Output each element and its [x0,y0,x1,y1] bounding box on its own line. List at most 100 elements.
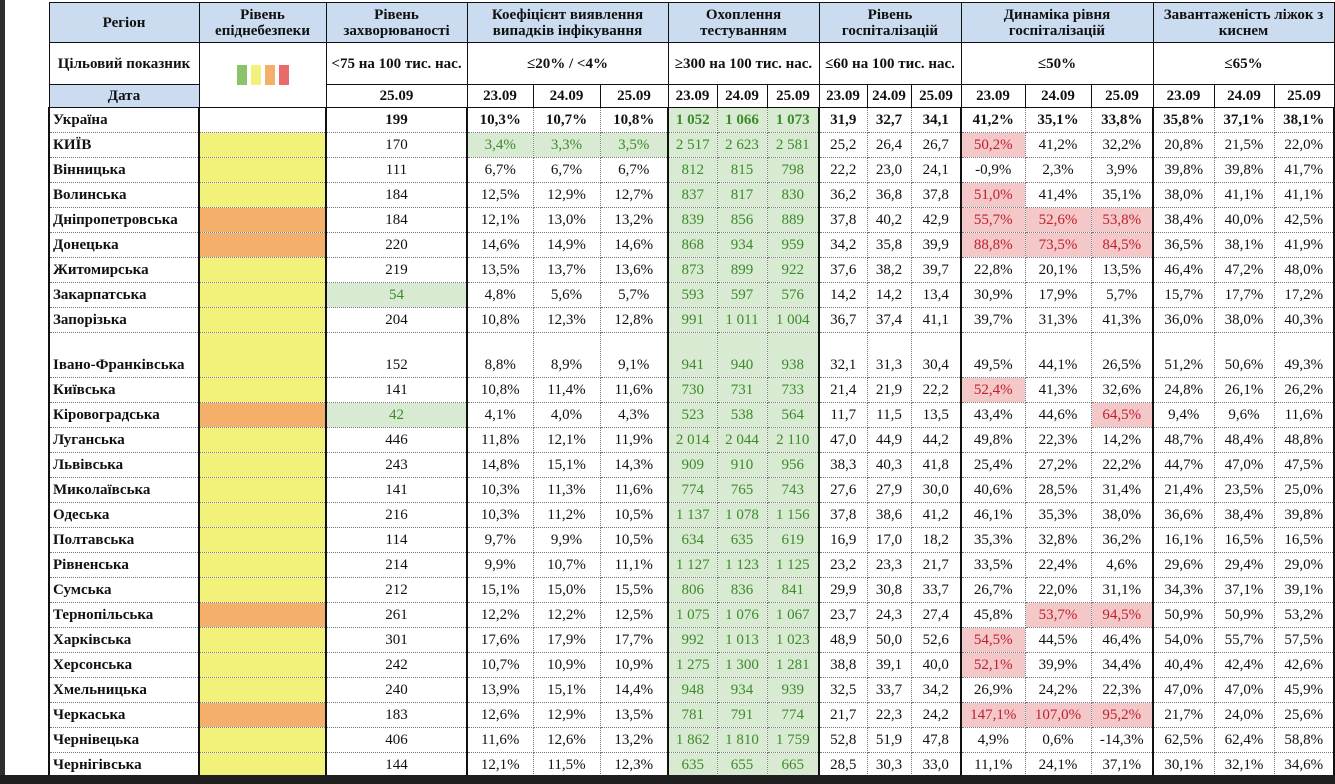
oxygen-beds-value: 37,1% [1213,577,1275,603]
hospitalization-value: 51,9 [866,727,912,753]
incidence-value: 184 [325,207,468,233]
detection-value: 11,2% [532,502,601,528]
oxygen-beds-value: 9,6% [1213,402,1275,428]
detection-value: 6,7% [532,157,601,183]
target-hospitalization: ≤60 на 100 тис. нас. [818,42,962,85]
testing-value: 1 076 [716,602,768,628]
hospitalization-value: 37,8 [818,207,868,233]
hospitalization-value: 36,2 [818,182,868,208]
oxygen-beds-value: 62,5% [1152,727,1215,753]
epi-level-cell [198,232,327,258]
region-name: Черкаська [48,702,200,728]
hosp-dynamics-value: 50,2% [960,132,1026,158]
detection-value: 12,1% [532,427,601,453]
table-row: Україна 199 10,3% 10,7% 10,8% 1 052 1 066 1 073… [48,107,1335,133]
hosp-dynamics-value: 5,7% [1090,282,1154,308]
hospitalization-value: 21,9 [866,377,912,403]
table-row: Івано-Франківська 152 8,8% 8,9% 9,1% 941 940 93… [48,332,1335,378]
epi-level-cell [198,577,327,603]
testing-value: 1 759 [766,727,820,753]
testing-value: 1 810 [716,727,768,753]
epi-level-cell [198,132,327,158]
region-name: Рівненська [48,552,200,578]
hosp-dynamics-value: 14,2% [1090,427,1154,453]
hospitalization-value: 23,2 [818,552,868,578]
detection-value: 14,9% [532,232,601,258]
hospitalization-value: 34,2 [910,677,962,703]
oxygen-beds-value: 50,6% [1213,332,1275,378]
table-row: Донецька 220 14,6% 14,9% 14,6% 868 934 959 34,2 3… [48,232,1335,258]
detection-value: 12,1% [466,207,534,233]
hospitalization-value: 52,6 [910,627,962,653]
table-row: Черкаська 183 12,6% 12,9% 13,5% 781 791 774 21,7… [48,702,1335,728]
region-name: Миколаївська [48,477,200,503]
hospitalization-value: 28,5 [818,752,868,778]
detection-value: 15,5% [599,577,669,603]
hospitalization-value: 47,0 [818,427,868,453]
incidence-value: 219 [325,257,468,283]
table-row: Кіровоградська 42 4,1% 4,0% 4,3% 523 538 564 11,… [48,402,1335,428]
hosp-dynamics-value: 41,3% [1024,377,1092,403]
detection-value: 12,5% [599,602,669,628]
region-name: Одеська [48,502,200,528]
testing-value: 856 [716,207,768,233]
testing-value: 781 [667,702,718,728]
detection-value: 10,5% [599,502,669,528]
testing-value: 910 [716,452,768,478]
detection-value: 13,9% [466,677,534,703]
hospitalization-value: 44,9 [866,427,912,453]
date-header: 23.09 [466,84,534,108]
testing-value: 635 [667,752,718,778]
hospitalization-value: 22,2 [818,157,868,183]
hospitalization-value: 21,4 [818,377,868,403]
detection-value: 13,6% [599,257,669,283]
date-header: 24.09 [1213,84,1275,108]
hospitalization-value: 41,1 [910,307,962,333]
hosp-dynamics-value: 64,5% [1090,402,1154,428]
oxygen-beds-value: 38,0% [1213,307,1275,333]
hospitalization-value: 39,1 [866,652,912,678]
testing-value: 731 [716,377,768,403]
hospitalization-value: 31,3 [866,332,912,378]
oxygen-beds-value: 26,2% [1273,377,1335,403]
table-row: Чернівецька 406 11,6% 12,6% 13,2% 1 862 1 810 1… [48,727,1335,753]
testing-value: 1 004 [766,307,820,333]
hospitalization-value: 36,7 [818,307,868,333]
detection-value: 6,7% [466,157,534,183]
detection-value: 10,3% [466,107,534,133]
hospitalization-value: 21,7 [910,552,962,578]
detection-value: 11,1% [599,552,669,578]
hospitalization-value: 23,3 [866,552,912,578]
detection-value: 9,9% [466,552,534,578]
incidence-value: 406 [325,727,468,753]
hospitalization-value: 34,2 [818,232,868,258]
incidence-value: 144 [325,752,468,778]
header-hosp-dynamics: Динаміка рівня госпіталізацій [960,2,1154,43]
testing-value: 1 023 [766,627,820,653]
hospitalization-value: 18,2 [910,527,962,553]
hospitalization-value: 47,8 [910,727,962,753]
hospitalization-value: 33,7 [910,577,962,603]
oxygen-beds-value: 26,1% [1213,377,1275,403]
table-row: КИЇВ 170 3,4% 3,3% 3,5% 2 517 2 623 2 581 25,2 26… [48,132,1335,158]
testing-value: 2 044 [716,427,768,453]
oxygen-beds-value: 48,0% [1273,257,1335,283]
epi-level-cell [198,307,327,333]
region-name: Житомирська [48,257,200,283]
detection-value: 10,9% [532,652,601,678]
detection-value: 10,8% [599,107,669,133]
detection-value: 10,9% [599,652,669,678]
hosp-dynamics-value: 32,2% [1090,132,1154,158]
incidence-value: 216 [325,502,468,528]
oxygen-beds-value: 25,0% [1273,477,1335,503]
date-header: 25.09 [1273,84,1335,108]
detection-value: 11,9% [599,427,669,453]
detection-value: 14,6% [466,232,534,258]
testing-value: 1 281 [766,652,820,678]
table-row: Львівська 243 14,8% 15,1% 14,3% 909 910 956 38,3… [48,452,1335,478]
epi-level-cell [198,752,327,778]
legend-swatch [236,65,247,85]
oxygen-beds-value: 17,7% [1213,282,1275,308]
oxygen-beds-value: 9,4% [1152,402,1215,428]
hospitalization-value: 13,5 [910,402,962,428]
